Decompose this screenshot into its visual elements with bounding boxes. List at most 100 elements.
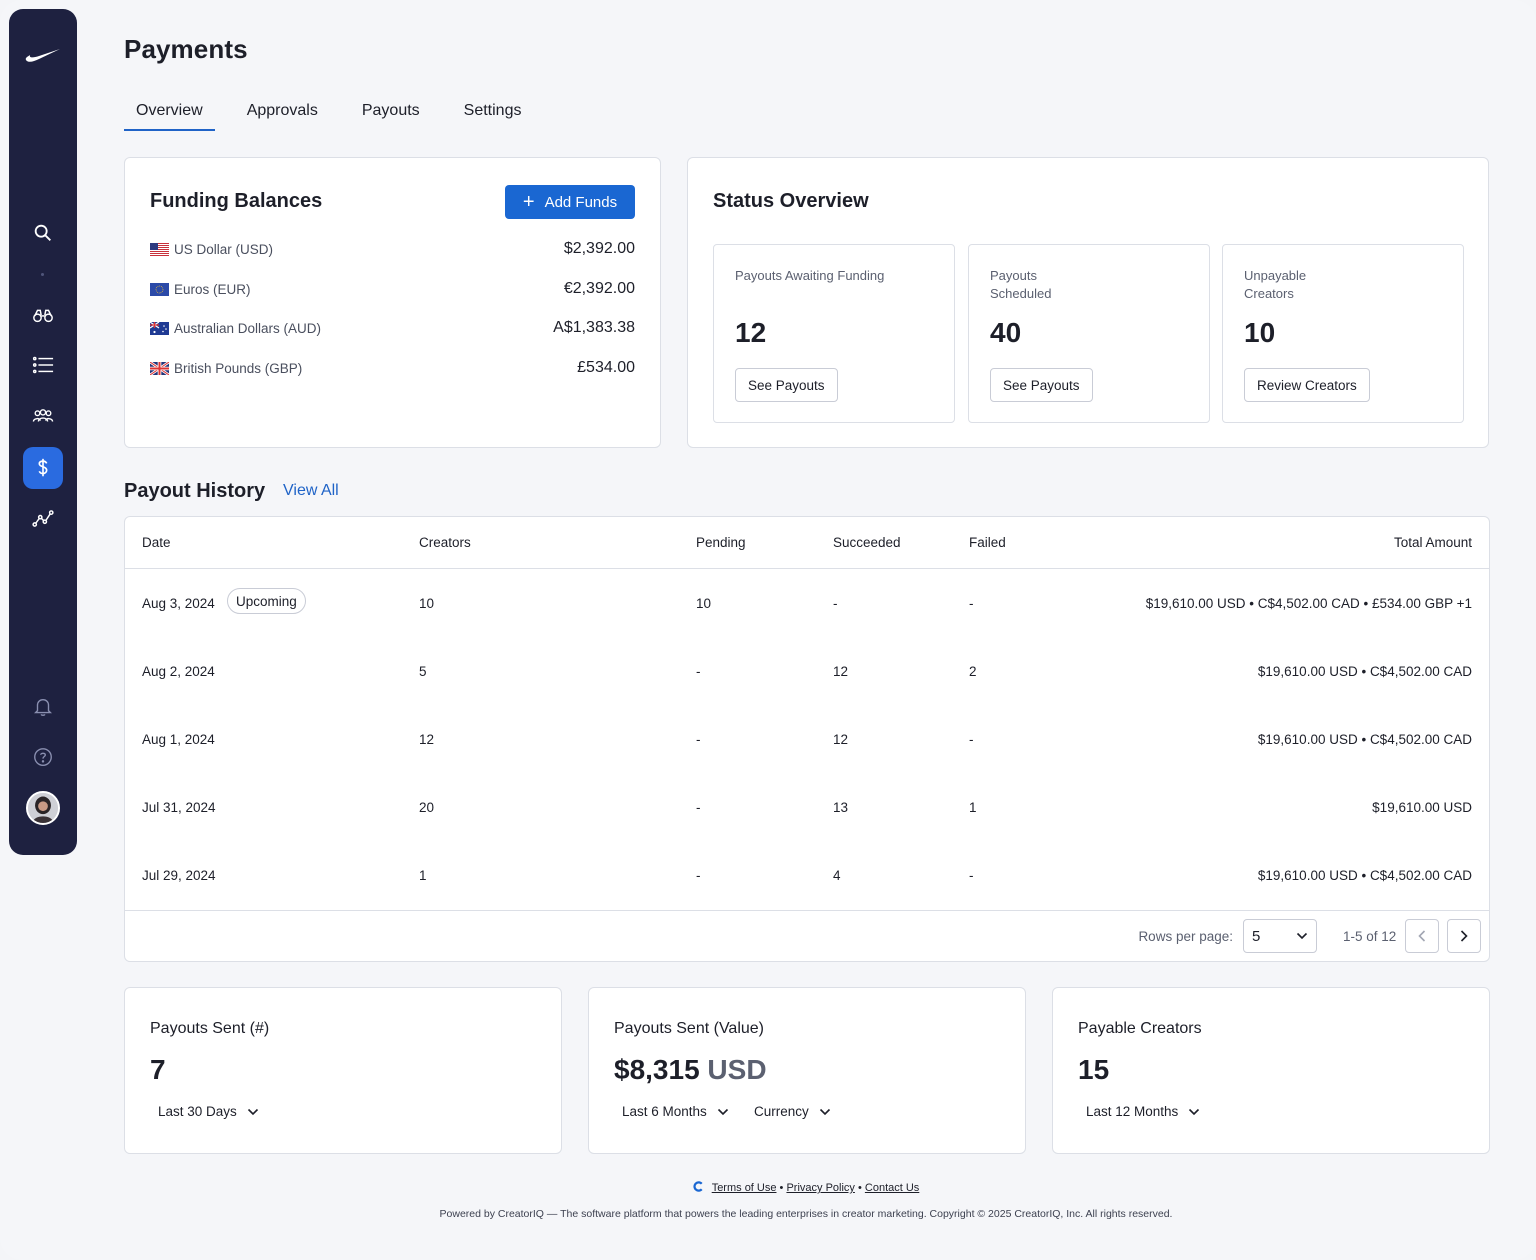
period-dropdown[interactable]: Last 12 Months: [1086, 1104, 1200, 1119]
tab-payouts[interactable]: Payouts: [361, 102, 420, 119]
table-row[interactable]: Jul 31, 2024 20 - 13 1 $19,610.00 USD: [125, 774, 1489, 842]
cell-date: Aug 2, 2024: [142, 664, 215, 679]
review-creators-button[interactable]: Review Creators: [1244, 368, 1370, 402]
dollar-icon: [38, 458, 48, 477]
metric-card-payouts-sent-count: Payouts Sent (#) 7 Last 30 Days: [124, 987, 562, 1154]
plus-icon: +: [522, 191, 535, 213]
balance-currency: Australian Dollars (AUD): [174, 320, 322, 336]
list-icon: [32, 356, 54, 374]
cell-pending: -: [696, 800, 701, 815]
tab-approvals[interactable]: Approvals: [246, 102, 318, 119]
status-overview-title: Status Overview: [713, 190, 869, 212]
cell-pending: 10: [696, 596, 712, 611]
chevron-down-icon: [1189, 1108, 1200, 1115]
period-dropdown-label: Last 6 Months: [622, 1104, 707, 1119]
balance-row-aud: Australian Dollars (AUD) A$1,383.38: [150, 317, 635, 339]
sidebar-item-notifications[interactable]: [23, 687, 63, 727]
column-header-failed[interactable]: Failed: [969, 535, 1006, 550]
contact-link[interactable]: Contact Us: [864, 1182, 920, 1194]
sidebar-item-analytics[interactable]: [23, 499, 63, 539]
tab-settings[interactable]: Settings: [463, 102, 522, 119]
cell-succeeded: 12: [833, 664, 849, 679]
cell-date: Jul 31, 2024: [142, 800, 216, 815]
balance-amount: $2,392.00: [563, 240, 635, 257]
cell-total: $19,610.00 USD • C$4,502.00 CAD: [1257, 732, 1472, 747]
cell-creators: 20: [419, 800, 435, 815]
cell-date: Aug 1, 2024: [142, 732, 215, 747]
currency-dropdown-label: Currency: [754, 1104, 809, 1119]
column-header-date[interactable]: Date: [142, 535, 171, 550]
page-title: Payments: [124, 34, 248, 64]
avatar[interactable]: [26, 791, 60, 825]
balance-currency: Euros (EUR): [174, 281, 251, 297]
rows-per-page-value: 5: [1252, 927, 1261, 945]
page-range: 1-5 of 12: [1343, 929, 1397, 944]
balance-amount: €2,392.00: [563, 280, 635, 297]
users-icon: [32, 409, 54, 422]
cell-total: $19,610.00 USD • C$4,502.00 CAD • £534.0…: [1145, 596, 1472, 611]
sidebar-item-search[interactable]: [23, 213, 63, 253]
chevron-down-icon: [1296, 932, 1308, 940]
analytics-icon: [32, 510, 54, 527]
prev-page-button[interactable]: [1405, 919, 1439, 953]
metric-number: $8,315: [614, 1054, 700, 1085]
balance-amount: £534.00: [577, 359, 635, 376]
stat-label: Payouts Scheduled: [990, 268, 1052, 301]
cell-creators: 5: [419, 664, 427, 679]
table-row[interactable]: Jul 29, 2024 1 - 4 - $19,610.00 USD • C$…: [125, 842, 1489, 910]
search-icon: [34, 224, 51, 241]
table-row[interactable]: Aug 2, 2024 5 - 12 2 $19,610.00 USD • C$…: [125, 638, 1489, 706]
column-header-succeeded[interactable]: Succeeded: [833, 535, 901, 550]
table-row[interactable]: Aug 3, 2024 Upcoming 10 10 - - $19,610.0…: [125, 570, 1489, 638]
bell-icon: [34, 698, 52, 716]
period-dropdown[interactable]: Last 6 Months: [622, 1104, 729, 1119]
tab-overview[interactable]: Overview: [124, 96, 215, 131]
footer-links: Terms of Use • Privacy Policy • Contact …: [0, 1181, 1536, 1194]
sidebar-item-help[interactable]: [23, 737, 63, 777]
chevron-down-icon: [717, 1108, 728, 1115]
sidebar-item-creators[interactable]: [23, 396, 63, 436]
table-header: Date Creators Pending Succeeded Failed T…: [125, 517, 1489, 569]
view-all-link[interactable]: View All: [283, 482, 339, 499]
stat-value: 12: [735, 317, 767, 348]
column-header-creators[interactable]: Creators: [419, 535, 471, 550]
stat-card-scheduled: Payouts Scheduled 40 See Payouts: [968, 244, 1210, 423]
period-dropdown[interactable]: Last 30 Days: [158, 1104, 259, 1119]
balance-currency: British Pounds (GBP): [174, 360, 303, 376]
sidebar-divider-dot: [41, 273, 44, 276]
payout-history-title: Payout History: [124, 480, 266, 502]
cell-succeeded: 12: [833, 732, 849, 747]
cell-total: $19,610.00 USD • C$4,502.00 CAD: [1257, 664, 1472, 679]
au-flag-icon: [150, 321, 169, 335]
payout-history-table: Date Creators Pending Succeeded Failed T…: [124, 516, 1490, 962]
stat-value: 40: [990, 317, 1022, 348]
privacy-link[interactable]: Privacy Policy: [786, 1182, 855, 1194]
column-header-total[interactable]: Total Amount: [1393, 535, 1472, 550]
stat-card-awaiting-funding: Payouts Awaiting Funding 12 See Payouts: [713, 244, 955, 423]
see-payouts-button[interactable]: See Payouts: [735, 368, 838, 402]
see-payouts-button[interactable]: See Payouts: [990, 368, 1093, 402]
cell-failed: -: [969, 596, 974, 611]
rows-per-page-select[interactable]: 5: [1243, 919, 1317, 953]
metric-title: Payouts Sent (#): [150, 1020, 270, 1037]
stat-card-unpayable: Unpayable Creators 10 Review Creators: [1222, 244, 1464, 423]
metric-value: 7: [150, 1054, 166, 1086]
next-page-button[interactable]: [1447, 919, 1481, 953]
sidebar-item-discover[interactable]: [23, 295, 63, 335]
column-header-pending[interactable]: Pending: [696, 535, 746, 550]
metric-title: Payable Creators: [1078, 1020, 1202, 1037]
metric-title: Payouts Sent (Value): [614, 1020, 765, 1037]
currency-dropdown[interactable]: Currency: [754, 1104, 831, 1119]
balance-amount: A$1,383.38: [553, 319, 635, 336]
period-dropdown-label: Last 12 Months: [1086, 1104, 1179, 1119]
terms-link[interactable]: Terms of Use: [711, 1182, 777, 1194]
add-funds-button[interactable]: + Add Funds: [505, 185, 635, 219]
period-dropdown-label: Last 30 Days: [158, 1104, 237, 1119]
table-row[interactable]: Aug 1, 2024 12 - 12 - $19,610.00 USD • C…: [125, 706, 1489, 774]
brand-logo-icon[interactable]: [25, 45, 61, 65]
chevron-right-icon: [1460, 930, 1468, 942]
sidebar-item-payments[interactable]: [23, 447, 63, 489]
metric-unit: USD: [707, 1054, 767, 1085]
sidebar-item-lists[interactable]: [23, 345, 63, 385]
footer-copyright: Powered by CreatorIQ — The software plat…: [439, 1208, 1173, 1220]
